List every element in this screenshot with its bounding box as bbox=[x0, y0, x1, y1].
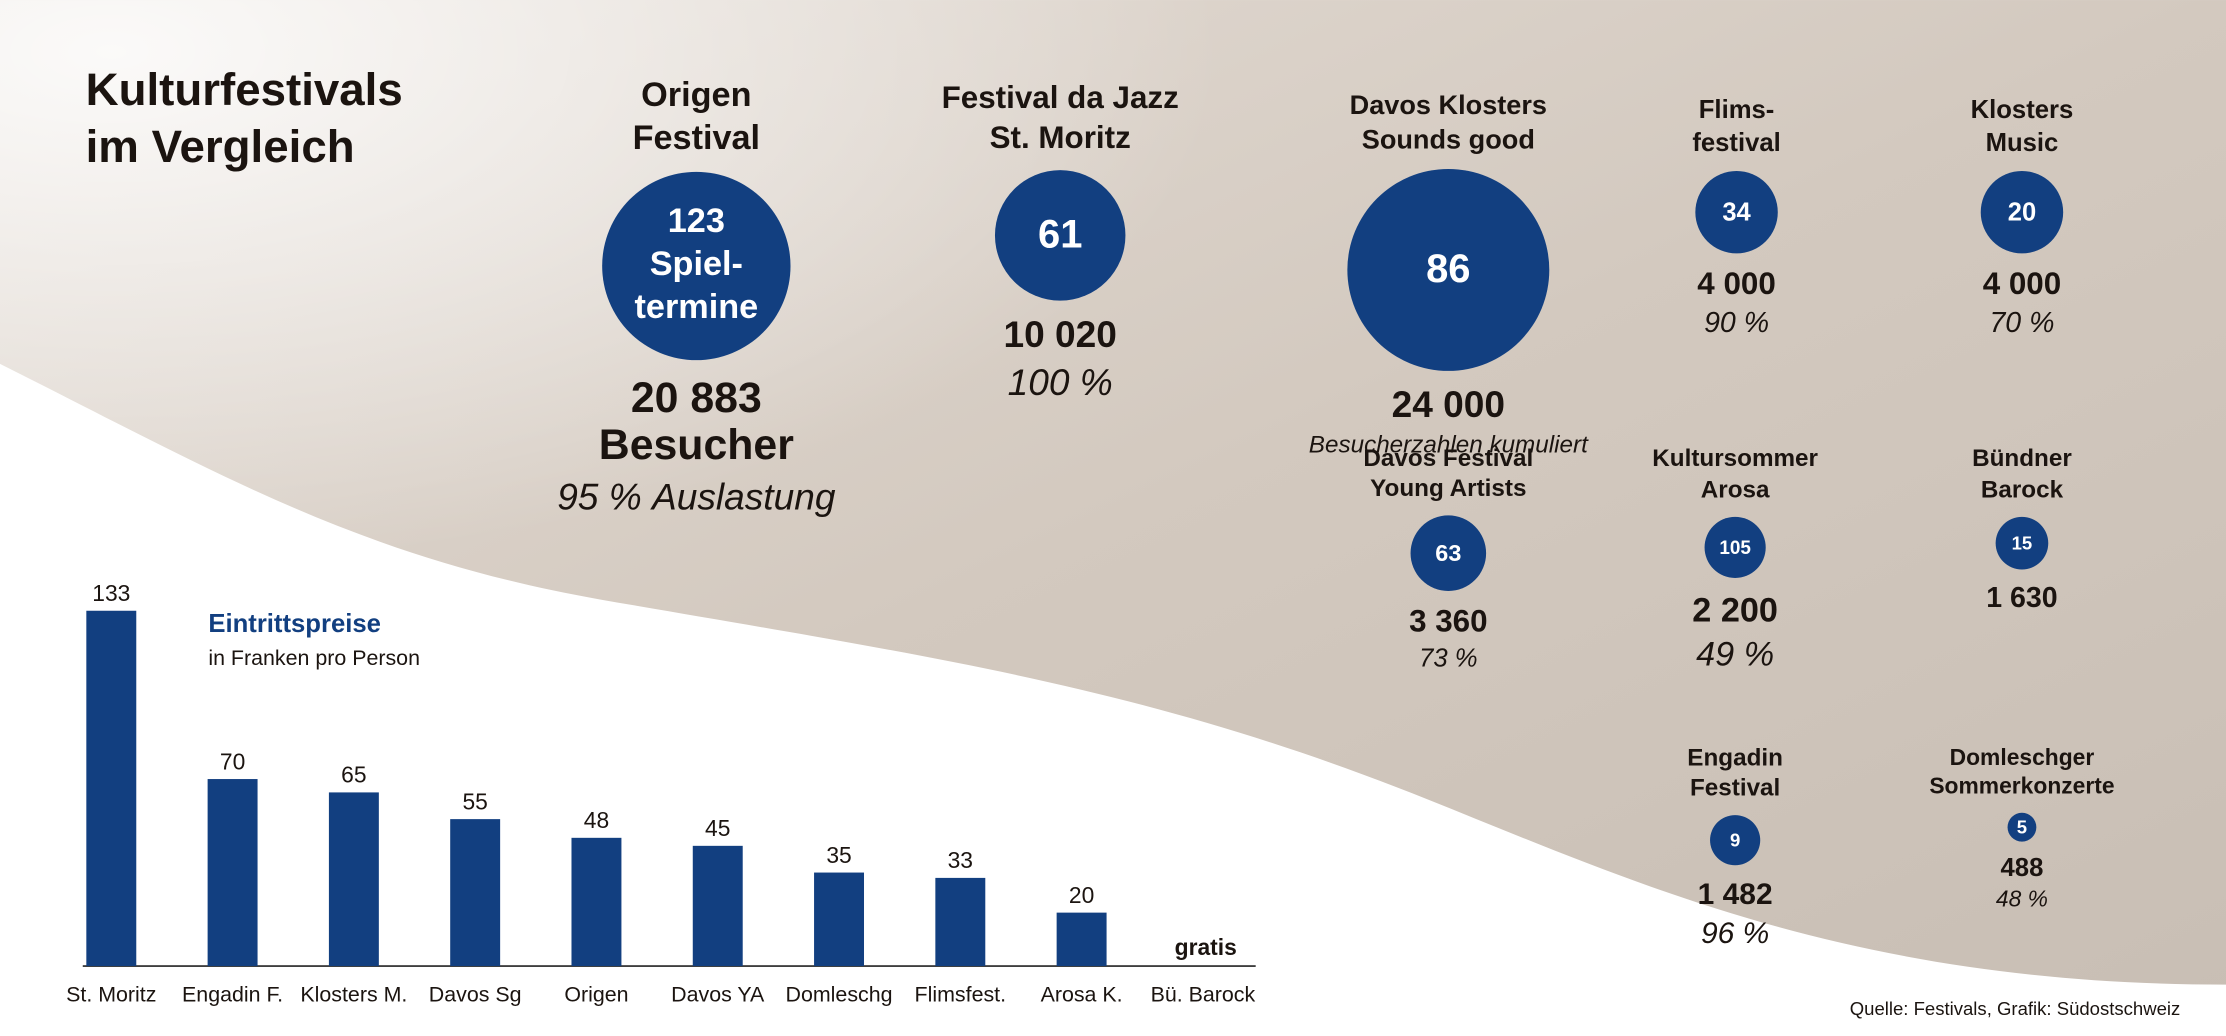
bubble-events: 86 bbox=[1426, 247, 1470, 291]
bar bbox=[571, 838, 621, 966]
bubble-events: 63 bbox=[1435, 540, 1461, 566]
page: Kulturfestivals im Vergleich Quelle: Fes… bbox=[0, 0, 2226, 1036]
festival-name: St. Moritz bbox=[990, 120, 1131, 155]
category-label: Origen bbox=[564, 983, 628, 1007]
bar bbox=[693, 846, 743, 966]
festival-name: Engadin bbox=[1687, 745, 1783, 772]
festival-name: Sounds good bbox=[1362, 123, 1535, 154]
bubble-events: 9 bbox=[1730, 829, 1740, 850]
festival-name: Sommerkonzerte bbox=[1929, 773, 2114, 799]
value-label: gratis bbox=[1175, 934, 1237, 960]
value-label: 48 bbox=[584, 807, 609, 833]
bar bbox=[86, 611, 136, 966]
occupancy-label: 48 % bbox=[1996, 886, 2048, 912]
festival-name: Kultursommer bbox=[1652, 445, 1818, 472]
occupancy: 73 % bbox=[1419, 644, 1478, 672]
occupancy-label: 100 % bbox=[1008, 361, 1113, 403]
category-label: Davos Sg bbox=[429, 983, 522, 1007]
category-label: Engadin F. bbox=[182, 983, 283, 1007]
festival-name: festival bbox=[1692, 129, 1780, 157]
value-label: 35 bbox=[826, 842, 851, 868]
occupancy-label: 90 % bbox=[1704, 307, 1769, 339]
occupancy: 95 % Auslastung bbox=[557, 475, 836, 517]
bubble-events: 5 bbox=[2017, 817, 2027, 838]
occupancy: 49 % bbox=[1696, 636, 1774, 674]
bar bbox=[935, 878, 985, 966]
occupancy: 100 % bbox=[1008, 361, 1113, 403]
visitors: 1 630 bbox=[1986, 582, 2057, 614]
visitors: 24 000 bbox=[1392, 383, 1505, 425]
events-unit: termine bbox=[635, 288, 759, 326]
bar bbox=[329, 792, 379, 966]
festival-name: Origen bbox=[641, 76, 751, 114]
festival-name: Davos Klosters bbox=[1350, 89, 1547, 120]
bubble-events: 123 bbox=[668, 202, 725, 240]
occupancy-label: 95 % bbox=[557, 475, 642, 517]
occupancy-label: 73 % bbox=[1419, 644, 1478, 672]
bubble-events: 105 bbox=[1719, 538, 1751, 559]
category-label: St. Moritz bbox=[66, 983, 156, 1007]
festival-name: Festival bbox=[633, 119, 761, 157]
festival-name: Festival da Jazz bbox=[942, 80, 1179, 115]
festival-name: Music bbox=[1986, 129, 2059, 157]
value-label: 70 bbox=[220, 748, 245, 774]
value-label: 133 bbox=[92, 580, 130, 606]
category-label: Flimsfest. bbox=[915, 983, 1007, 1007]
bar bbox=[450, 819, 500, 966]
bar bbox=[814, 873, 864, 967]
festival-name: Festival bbox=[1690, 775, 1780, 802]
occupancy: 90 % bbox=[1704, 307, 1769, 339]
value-label: 65 bbox=[341, 762, 366, 788]
occupancy-label: 49 % bbox=[1696, 636, 1774, 674]
occupancy: 70 % bbox=[1989, 307, 2054, 339]
occupancy-label: 96 % bbox=[1701, 917, 1769, 950]
bar bbox=[208, 779, 258, 966]
visitors: 10 020 bbox=[1003, 313, 1116, 355]
title-line: im Vergleich bbox=[86, 121, 355, 172]
occupancy: 48 % bbox=[1996, 886, 2048, 912]
category-label: Bü. Barock bbox=[1151, 983, 1256, 1007]
category-label: Domleschg bbox=[786, 983, 893, 1007]
visitors: 2 200 bbox=[1692, 591, 1778, 629]
visitors: 4 000 bbox=[1983, 266, 2062, 301]
value-label: 20 bbox=[1069, 882, 1094, 908]
value-label: 33 bbox=[948, 847, 973, 873]
category-label: Davos YA bbox=[671, 983, 765, 1007]
bubble-events: 61 bbox=[1038, 212, 1082, 256]
visitors: 20 883 bbox=[631, 374, 762, 422]
festival-name: Bündner bbox=[1972, 445, 2072, 472]
festival-name: Davos Festival bbox=[1363, 445, 1533, 472]
category-label: Klosters M. bbox=[300, 983, 407, 1007]
value-label: 55 bbox=[462, 788, 487, 814]
visitors: 488 bbox=[2001, 854, 2044, 882]
bubble-events: 34 bbox=[1722, 198, 1751, 226]
visitors-unit: Besucher bbox=[599, 421, 794, 469]
visitors: 4 000 bbox=[1697, 266, 1776, 301]
events-unit: Spiel- bbox=[650, 245, 743, 283]
source: Quelle: Festivals, Grafik: Südostschweiz bbox=[1850, 998, 2181, 1019]
bubble-events: 20 bbox=[2008, 198, 2036, 226]
festival-name: Klosters bbox=[1971, 96, 2074, 124]
bar-title: Eintrittspreise bbox=[208, 610, 381, 638]
visitors: 1 482 bbox=[1698, 878, 1773, 911]
bubble-events: 15 bbox=[2012, 532, 2033, 553]
title-line: Kulturfestivals bbox=[86, 64, 403, 115]
category-label: Arosa K. bbox=[1041, 983, 1123, 1007]
infographic: Kulturfestivals im Vergleich Quelle: Fes… bbox=[0, 0, 2226, 1036]
festival-name: Young Artists bbox=[1370, 475, 1526, 502]
bar-subtitle: in Franken pro Person bbox=[208, 646, 420, 670]
festival-name: Barock bbox=[1981, 476, 2064, 503]
occupancy-label: 70 % bbox=[1989, 307, 2054, 339]
occupancy: 96 % bbox=[1701, 917, 1769, 950]
festival-name: Arosa bbox=[1701, 476, 1770, 503]
occupancy-unit: Auslastung bbox=[650, 475, 836, 517]
value-label: 45 bbox=[705, 815, 730, 841]
bar bbox=[1057, 913, 1107, 966]
visitors: 3 360 bbox=[1409, 603, 1488, 638]
festival-name: Flims- bbox=[1699, 96, 1775, 124]
festival-name: Domleschger bbox=[1950, 744, 2095, 770]
